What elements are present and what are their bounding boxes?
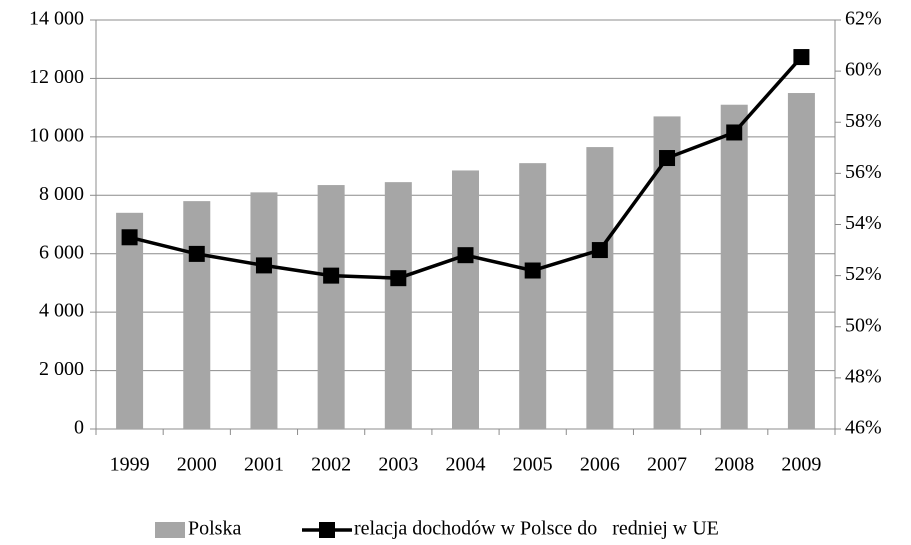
bar (720, 104, 748, 429)
x-tick-label: 2006 (580, 454, 620, 476)
bar (452, 170, 479, 430)
bar (250, 192, 278, 429)
y2-tick-label: 56% (845, 161, 882, 183)
y2-tick-label: 50% (845, 314, 882, 336)
bar (586, 147, 614, 429)
x-tick-label: 2007 (647, 454, 687, 476)
y-tick-label: 14 000 (29, 8, 84, 30)
legend-label: Polska (188, 518, 241, 540)
bar (787, 93, 815, 430)
bar (116, 212, 144, 429)
legend-swatch (155, 522, 185, 538)
y-tick-label: 8 000 (39, 183, 84, 205)
y2-tick-label: 60% (845, 59, 882, 81)
legend-label: relacja dochodów w Polsce do redniej w U… (354, 518, 719, 540)
bar (519, 163, 547, 429)
marker (659, 150, 676, 167)
marker (457, 247, 474, 264)
y2-tick-label: 48% (845, 365, 882, 387)
bar (183, 201, 211, 429)
y-tick-label: 4 000 (39, 300, 84, 322)
x-tick-label: 2001 (244, 454, 284, 476)
marker (591, 242, 608, 259)
bar (317, 185, 345, 429)
bar (384, 182, 412, 429)
y-tick-label: 10 000 (29, 124, 84, 146)
y-tick-label: 2 000 (39, 358, 84, 380)
marker (793, 49, 810, 66)
y-tick-label: 6 000 (39, 241, 84, 263)
legend-swatch (319, 522, 335, 538)
marker (726, 124, 743, 141)
x-tick-label: 1999 (110, 454, 150, 476)
marker (255, 257, 272, 274)
x-tick-label: 2004 (446, 454, 486, 476)
marker (390, 270, 407, 287)
y2-tick-label: 52% (845, 263, 882, 285)
x-tick-label: 2000 (177, 454, 217, 476)
marker (121, 229, 138, 246)
y2-tick-label: 46% (845, 417, 882, 439)
y2-tick-label: 54% (845, 212, 882, 234)
y-tick-label: 12 000 (29, 66, 84, 88)
marker (323, 267, 340, 284)
y-tick-label: 0 (74, 417, 84, 439)
x-tick-label: 2009 (781, 454, 821, 476)
x-tick-label: 2003 (378, 454, 418, 476)
marker (188, 245, 205, 262)
x-tick-label: 2002 (311, 454, 351, 476)
y2-tick-label: 58% (845, 110, 882, 132)
x-tick-label: 2008 (714, 454, 754, 476)
marker (524, 262, 541, 279)
y2-tick-label: 62% (845, 8, 882, 30)
x-tick-label: 2005 (513, 454, 553, 476)
